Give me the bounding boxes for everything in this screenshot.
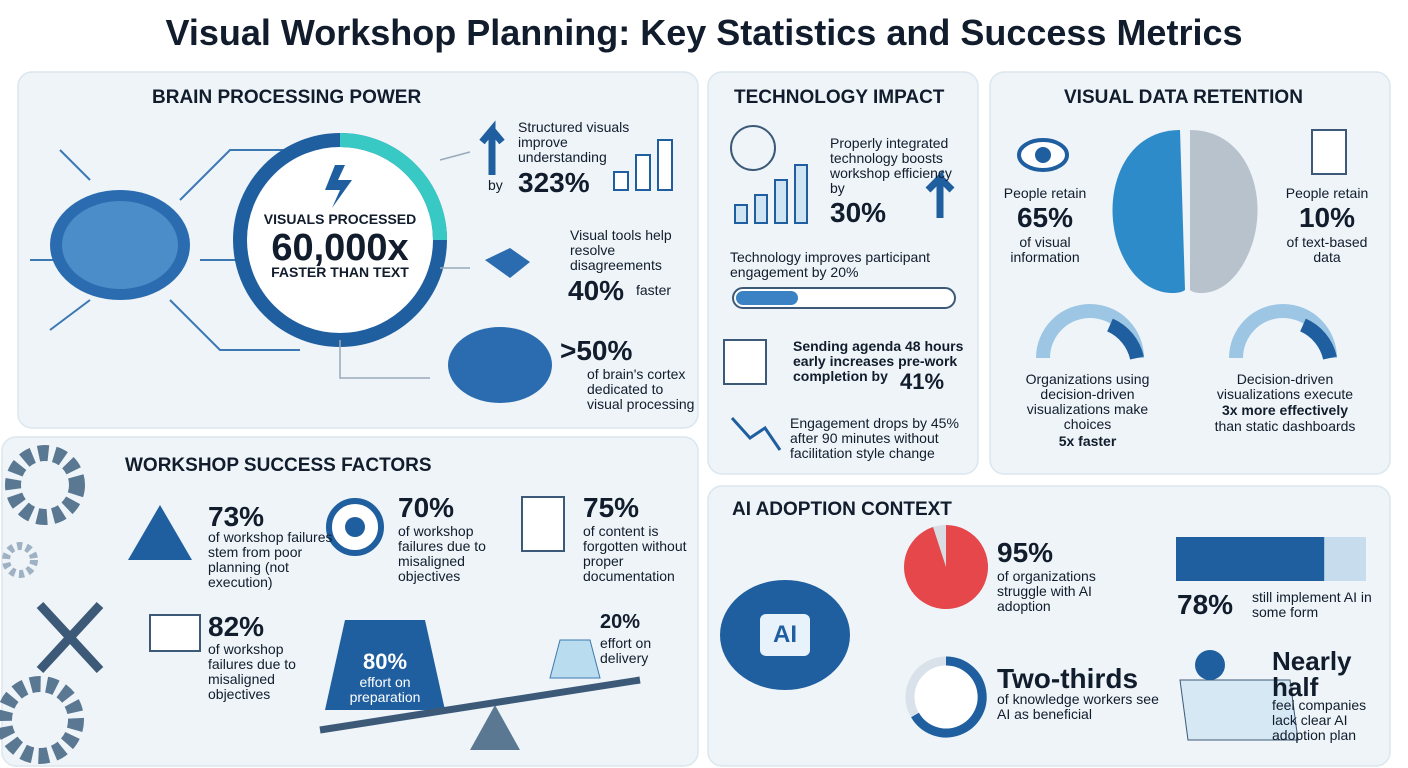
growth-bars-icon	[734, 164, 808, 224]
pie-slice	[904, 525, 988, 609]
gauge-fill	[1299, 318, 1337, 360]
weight-stat: 20%	[600, 611, 641, 633]
stat: 73%	[208, 501, 265, 532]
gauge-text: Decision-driven visualizations execute	[1216, 371, 1354, 403]
stat: 70%	[398, 492, 455, 523]
bolt-icon	[325, 165, 352, 208]
weight-text: effort on preparation	[349, 674, 421, 706]
retain-text: of text-based data	[1286, 234, 1368, 266]
retain-lead: People retain	[1285, 185, 1369, 201]
center-line: VISUALS PROCESSED	[263, 211, 417, 227]
decline-icon	[730, 416, 782, 451]
fact-suffix: faster	[636, 282, 672, 298]
fact-stat: 323%	[518, 167, 590, 198]
stat-text: of workshop failures due to misaligned o…	[208, 641, 296, 703]
ai-stat: Nearly half	[1272, 646, 1352, 702]
arrow-up-icon	[479, 120, 505, 175]
handshake-icon	[485, 248, 530, 278]
connectors	[339, 151, 471, 379]
ai-text: still implement AI in some form	[1252, 589, 1372, 621]
fact-text: of brain's cortex dedicated to visual pr…	[587, 366, 695, 413]
ai-text: of organizations struggle with AI adopti…	[997, 568, 1096, 615]
tech-stat: 30%	[830, 197, 887, 228]
ai-stat: Two-thirds	[997, 663, 1139, 694]
map-icon	[1179, 679, 1299, 741]
progress-fill	[736, 291, 798, 305]
retain-stat: 10%	[1298, 202, 1356, 233]
ai-text: of knowledge workers see AI as beneficia…	[997, 691, 1159, 723]
retain-text: of visual information	[1010, 234, 1080, 266]
retain-lead: People retain	[1003, 185, 1087, 201]
brain-right	[1190, 130, 1258, 294]
gear-icon	[5, 445, 85, 525]
weight-light	[549, 639, 601, 679]
gauge-text: than static dashboards	[1214, 418, 1356, 434]
heading: BRAIN PROCESSING POWER	[152, 87, 422, 108]
arrow-up-icon	[925, 169, 955, 218]
brain-detail	[62, 201, 178, 289]
network-icon	[730, 125, 776, 171]
stat: 75%	[583, 492, 640, 523]
tech-stat: 41%	[900, 369, 945, 394]
retain-stat: 65%	[1016, 202, 1074, 233]
center-stat: 60,000x	[271, 227, 409, 269]
ai-stat: 95%	[997, 537, 1054, 568]
ring-accent	[339, 133, 447, 241]
seesaw-beam	[319, 676, 641, 734]
document-icon	[1311, 129, 1347, 175]
brain-section-icon	[448, 327, 552, 403]
heading: WORKSHOP SUCCESS FACTORS	[125, 455, 432, 476]
ai-stat: 78%	[1177, 589, 1234, 620]
tools-icon	[36, 601, 104, 674]
gear-icon	[2, 542, 38, 578]
brain-left	[1112, 130, 1185, 294]
weight-text: effort on delivery	[600, 635, 652, 667]
panel	[707, 71, 979, 475]
fact-text: Visual tools help resolve disagreements	[570, 227, 672, 274]
panel	[1, 436, 699, 767]
bar-icon	[613, 139, 673, 191]
center-line: FASTER THAN TEXT	[271, 264, 409, 280]
ring-fill	[911, 656, 987, 738]
stat: 82%	[208, 611, 265, 642]
gear-icon	[0, 676, 84, 764]
title: Visual Workshop Planning: Key Statistics…	[165, 12, 1243, 53]
tech-text: Properly integrated technology boosts wo…	[830, 135, 952, 197]
ai-text: feel companies lack clear AI adoption pl…	[1272, 697, 1367, 744]
target-center	[345, 517, 365, 537]
fact-text: Structured visuals improve understanding	[518, 119, 630, 166]
fact-stat: 40%	[568, 275, 625, 306]
tech-text: Technology improves participant engageme…	[730, 249, 930, 281]
bar	[1176, 537, 1325, 581]
weight-stat: 80%	[362, 649, 408, 674]
heading: TECHNOLOGY IMPACT	[734, 87, 945, 108]
pin-icon	[1195, 650, 1225, 680]
fact-stat: >50%	[560, 335, 633, 366]
calendar-icon	[723, 339, 767, 385]
gauge-stat: 5x faster	[1058, 433, 1117, 449]
warning-icon	[128, 505, 192, 560]
eye-pupil	[1035, 147, 1051, 163]
stat-text: of workshop failures stem from poor plan…	[208, 529, 333, 591]
heading: AI ADOPTION CONTEXT	[732, 499, 952, 520]
tech-text: Sending agenda 48 hours early increases …	[793, 338, 964, 385]
ai-chip	[760, 614, 810, 656]
ai-badge: AI	[773, 621, 797, 648]
gauge-fill	[1106, 318, 1144, 360]
stat-text: of workshop failures due to misaligned o…	[398, 523, 486, 585]
circuit-lines	[30, 149, 300, 351]
seesaw-pivot	[470, 705, 520, 750]
gauge-stat: 3x more effectively	[1221, 402, 1349, 418]
document-icon	[521, 496, 565, 552]
stat-text: of content is forgotten without proper d…	[583, 523, 687, 585]
gauge-text: Organizations using decision-driven visu…	[1025, 371, 1150, 433]
heading: VISUAL DATA RETENTION	[1064, 87, 1303, 108]
weight-heavy	[325, 620, 445, 710]
tech-text: Engagement drops by 45% after 90 minutes…	[790, 415, 959, 462]
fact-prefix: by	[488, 177, 503, 193]
presenter-icon	[149, 614, 201, 652]
